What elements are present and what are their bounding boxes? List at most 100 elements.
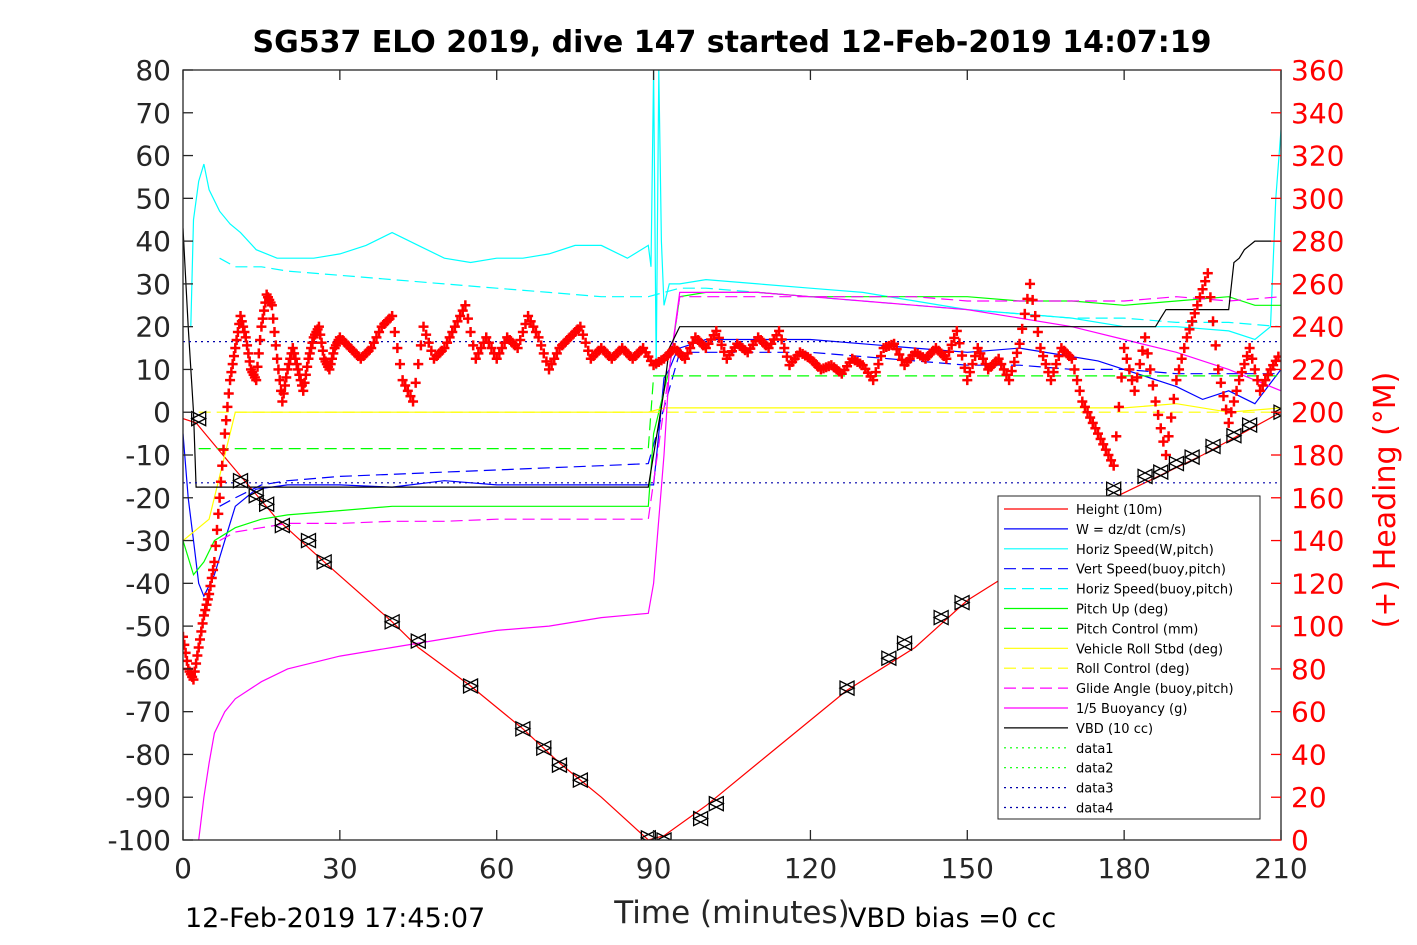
height-marker-back [639,829,656,840]
heading-point [583,345,594,356]
y-tick-label-left: 50 [135,182,171,215]
heading-point [781,351,792,362]
heading-point [236,316,247,327]
heading-point [201,599,212,610]
height-marker-back [300,532,317,549]
heading-point [1142,348,1153,359]
heading-point [1074,385,1085,396]
heading-point [210,540,221,551]
y-axis-label-right: (+) Heading (°M) [1368,372,1403,629]
heading-point [486,343,497,354]
heading-point [313,321,324,332]
heading-point [371,332,382,343]
heading-point [1255,385,1266,396]
heading-point [946,339,957,350]
heading-point [515,335,526,346]
heading-point [528,321,539,332]
heading-point [476,343,487,354]
heading-point [1045,375,1056,386]
x-tick-label: 0 [174,852,192,885]
heading-point [198,610,209,621]
heading-point [240,332,251,343]
heading-point [269,327,280,338]
chart-title: SG537 ELO 2019, dive 147 started 12-Feb-… [252,25,1211,60]
heading-point [954,338,965,349]
heading-point [277,396,288,407]
heading-point [1160,450,1171,460]
heading-point [290,353,301,364]
heading-point [679,353,690,364]
heading-point [523,310,534,321]
heading-point [316,337,327,348]
heading-point [222,401,233,412]
x-tick-label: 60 [479,852,515,885]
heading-point [1260,375,1271,386]
heading-point [1032,327,1043,338]
heading-point [1009,356,1020,367]
heading-point [967,359,978,370]
heading-point [1119,343,1130,354]
heading-point [1066,353,1077,364]
y-tick-label-left: 20 [135,311,171,344]
y-tick-label-right: 340 [1291,97,1344,130]
heading-point [964,367,975,378]
y-tick-label-right: 80 [1291,653,1327,686]
heading-point [324,364,335,375]
y-tick-label-right: 200 [1291,396,1344,429]
heading-point [716,339,727,350]
height-marker-back [932,609,949,626]
heading-point [1200,276,1211,287]
heading-point [468,340,479,351]
heading-point [1153,409,1164,420]
heading-point [941,353,952,364]
heading-point [213,508,224,519]
heading-point [993,353,1004,364]
y-tick-label-left: 10 [135,353,171,386]
heading-point [206,572,217,583]
legend-entry: 1/5 Buoyancy (g) [1076,702,1187,717]
heading-point [1019,308,1030,319]
heading-point [183,647,191,658]
series-line-9 [219,296,1281,542]
y-tick-label-left: -70 [125,696,171,729]
heading-point [306,343,317,354]
heading-point [219,428,230,439]
heading-point [876,351,887,362]
heading-point [1027,294,1038,305]
heading-point [410,377,421,388]
heading-point [273,364,284,375]
heading-point [1103,450,1114,460]
heading-point [289,348,300,359]
ticks-layer: 0 30 60 90 120 150 180 21080706050403020100-10-… [107,54,1344,885]
x-tick-label: 210 [1254,852,1307,885]
heading-point [1069,364,1080,375]
heading-point [423,337,434,348]
series-line-4 [219,257,1281,328]
heading-point [713,332,724,343]
heading-point [1166,412,1177,423]
footer-timestamp: 12-Feb-2019 17:45:07 [185,903,485,934]
heading-point [1213,364,1224,375]
y-tick-label-left: -10 [125,439,171,472]
heading-point [1145,364,1156,375]
heading-point [1244,343,1255,354]
heading-point [442,337,453,348]
heading-point [298,385,309,396]
legend-entry: data2 [1076,762,1114,777]
heading-point [387,310,398,321]
heading-point [1257,380,1268,391]
heading-point [418,321,429,332]
heading-point [1072,375,1083,386]
heading-point [221,415,232,426]
series-line-5 [183,291,1281,577]
heading-point [491,353,502,364]
y-tick-label-right: 320 [1291,140,1344,173]
heading-point [970,351,981,362]
heading-point [1262,369,1273,380]
heading-point [293,364,304,375]
heading-point [682,348,693,359]
legend-entry: data1 [1076,742,1114,757]
height-marker-back [551,757,568,774]
legend-entry: W = dz/dt (cm/s) [1076,523,1186,538]
heading-point [389,327,400,338]
